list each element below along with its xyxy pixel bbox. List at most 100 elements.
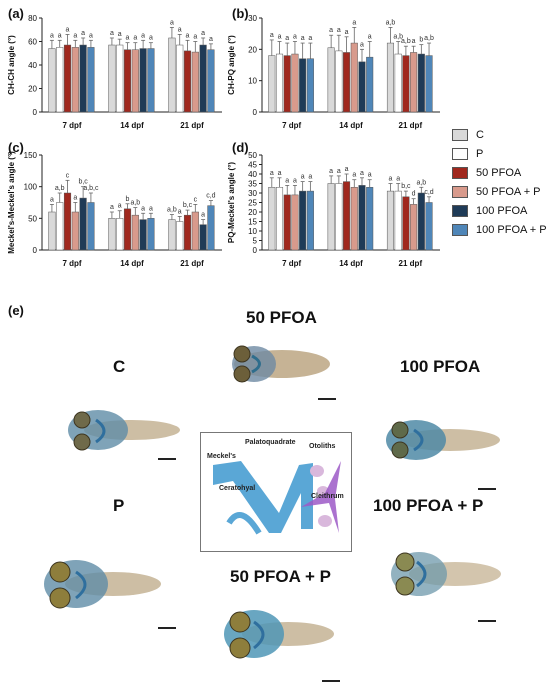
y-axis-label: CH-CH angle (°) [7,35,16,95]
bar [79,197,87,251]
significance-letter: a [352,19,356,26]
bar [425,55,433,113]
scale-bar [318,398,336,400]
significance-letter: a [73,195,77,202]
y-tick-label: 0 [33,108,38,117]
label-meckels: Meckel's [207,453,236,460]
bar [394,190,402,251]
significance-letter: a [270,32,274,39]
legend-item: C [452,125,550,144]
y-tick-label: 150 [24,151,38,160]
bar [402,196,410,251]
significance-letter: c [194,196,198,203]
y-tick-label: 10 [248,77,257,86]
bar [299,58,307,113]
bar [358,61,366,113]
legend-swatch [452,185,468,198]
bar [183,214,192,251]
significance-letter: a [110,204,114,211]
significance-letter: a [360,41,364,48]
significance-letter: a [186,32,190,39]
legend-swatch [452,128,468,141]
y-axis-label: Meckel's-Meckel's angle (°) [7,151,16,254]
bar [327,47,335,113]
significance-letter: a [285,35,289,42]
significance-letter: a [329,168,333,175]
bar [71,211,79,251]
bar [168,219,176,251]
bar [56,47,64,113]
schematic-drawing [213,461,341,535]
bar [87,47,95,113]
x-tick-label: 14 dpf [120,259,144,268]
significance-letter: a [360,170,364,177]
y-tick-label: 20 [248,45,257,54]
bar [123,208,132,251]
label-cleithrum: Cleithrum [311,493,344,500]
bar [207,205,215,251]
y-tick-label: 60 [28,38,37,47]
bar [199,44,207,113]
label-otoliths: Otoliths [309,443,336,450]
scale-bar [158,627,176,629]
bar [386,190,394,251]
bar [63,192,72,251]
legend-label: 100 PFOA + P [476,223,547,236]
x-tick-label: 21 dpf [180,121,204,130]
bar [366,56,374,113]
legend-item: 100 PFOA [452,201,550,220]
significance-letter: a [118,31,122,38]
significance-letter: a [337,27,341,34]
bar [268,55,276,113]
significance-letter: a [110,30,114,37]
significance-letter: a,b [424,35,434,42]
significance-letter: b,c [401,183,411,190]
significance-letter: a [270,170,274,177]
x-tick-label: 21 dpf [399,259,423,268]
bar [116,218,124,251]
legend-label: 100 PFOA [476,204,528,217]
bar [358,185,366,251]
panel-b-letter: (b) [232,6,249,21]
bar [335,50,343,113]
significance-letter: a [89,32,93,39]
y-axis-label: PQ-Meckel's angle (°) [227,162,236,243]
bar [207,49,215,113]
significance-letter: a [301,35,305,42]
significance-letter: b,c [78,179,88,186]
x-tick-label: 14 dpf [339,259,363,268]
x-tick-label: 7 dpf [282,121,301,130]
larva-image-c [68,410,180,451]
bar [71,47,79,113]
panel-a-letter: (a) [8,6,24,21]
x-tick-label: 14 dpf [120,121,144,130]
panel-c-letter: (c) [8,140,24,155]
significance-letter: a [293,34,297,41]
significance-letter: a [126,35,130,42]
y-tick-label: 0 [33,246,38,255]
bar [291,53,299,113]
legend-swatch [452,223,468,236]
y-tick-label: 20 [248,208,257,217]
bar [268,187,276,251]
bar [147,48,155,113]
larva-image-50-pfoa [232,345,330,383]
significance-letter: a [301,174,305,181]
bar [63,44,72,113]
significance-letter: a [345,29,349,36]
significance-letter: a,b [401,38,411,45]
legend-label: C [476,128,484,141]
significance-letter: a,b [55,185,65,192]
panel-d-letter: (d) [232,140,249,155]
legend: C P 50 PFOA 50 PFOA + P 100 PFOA 100 PFO… [452,125,550,239]
bar [176,221,184,251]
y-tick-label: 25 [248,199,257,208]
bar [394,53,402,113]
larva-image-50-pfoa-p [224,610,334,659]
bar [275,53,284,113]
bar [327,183,335,251]
y-tick-label: 40 [248,170,257,179]
photo-label-c: C [113,357,126,376]
bar [48,48,56,113]
